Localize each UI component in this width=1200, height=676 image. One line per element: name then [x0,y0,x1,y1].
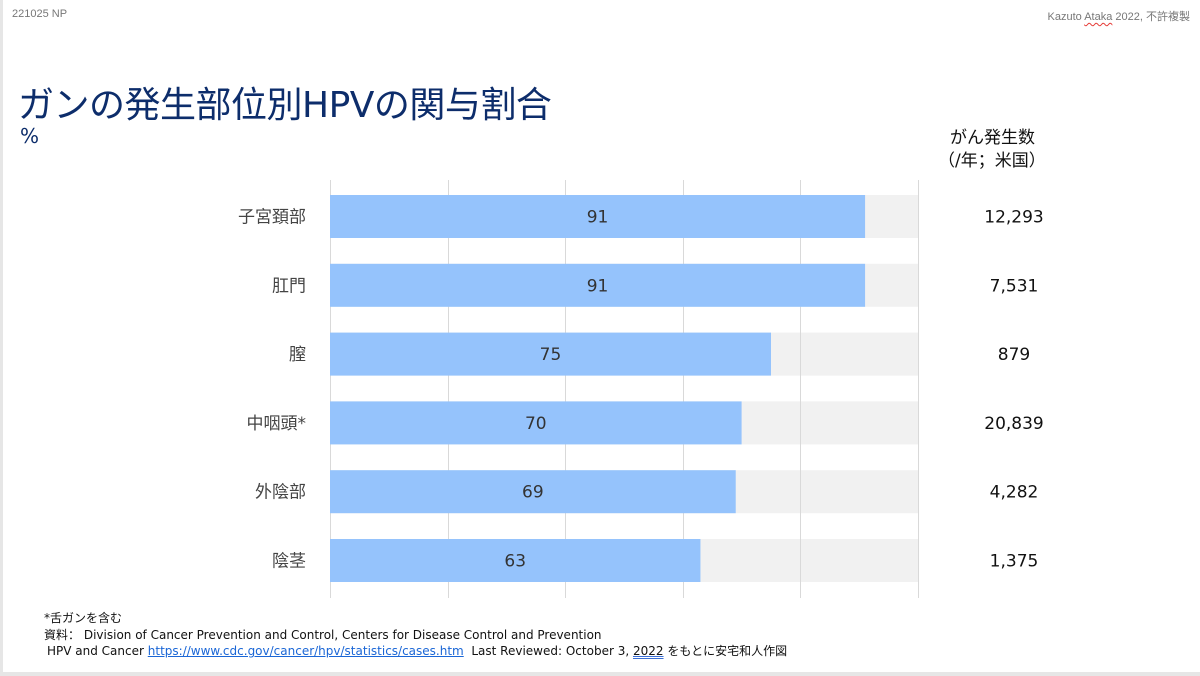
slide-code: 221025 NP [12,8,68,20]
bar [330,539,701,582]
source-link[interactable]: https://www.cdc.gov/cancer/hpv/statistic… [147,644,464,658]
data-label: 91 [587,276,609,296]
footnote: *舌ガンを含む [44,611,123,625]
source-suffix: をもとに安宅和人作図 [667,644,788,658]
category-label: 外陰部 [255,483,306,503]
source-line-2: HPV and Cancer https://www.cdc.gov/cance… [47,642,787,659]
data-label: 70 [525,414,547,434]
copyright: Kazuto Ataka 2022, 不許複製 [1048,8,1191,24]
category-label: 陰茎 [272,552,306,572]
page-title: ガンの発生部位別HPVの関与割合 [18,85,552,126]
count-value: 4,282 [990,483,1039,503]
count-value: 879 [998,345,1030,365]
bar [330,470,736,514]
bar [330,263,866,307]
slide-border-left [0,0,3,676]
slide-border-bottom [0,672,1200,676]
source-title: HPV and Cancer [47,644,144,658]
source-line: 資料： Division of Cancer Prevention and Co… [44,626,602,643]
count-value: 7,531 [990,276,1039,296]
copyright-rest: 2022, 不許複製 [1115,11,1190,23]
count-value: 1,375 [990,552,1039,572]
last-reviewed-year: 2022 [632,644,664,658]
last-reviewed: Last Reviewed: October 3, [471,644,630,658]
source-text: Division of Cancer Prevention and Contro… [83,628,602,642]
bar [330,195,866,238]
data-label: 63 [504,552,526,572]
count-header-line1: がん発生数 [950,128,1035,148]
data-label: 69 [522,483,544,503]
category-label: 膣 [289,345,306,365]
count-value: 12,293 [984,208,1043,228]
data-label: 91 [587,208,609,228]
author-last-name: Ataka [1084,11,1113,23]
category-label: 中咽頭* [247,414,307,434]
category-label: 子宮頚部 [238,208,306,228]
bar [330,332,771,376]
unit-label: % [20,124,40,148]
author-first-name: Kazuto [1047,11,1082,23]
source-prefix: 資料： [44,628,81,642]
count-value: 20,839 [984,414,1043,434]
category-label: 肛門 [272,276,306,296]
bar [330,401,742,445]
data-label: 75 [540,345,562,365]
count-header-line2: （/年；米国） [938,151,1046,171]
